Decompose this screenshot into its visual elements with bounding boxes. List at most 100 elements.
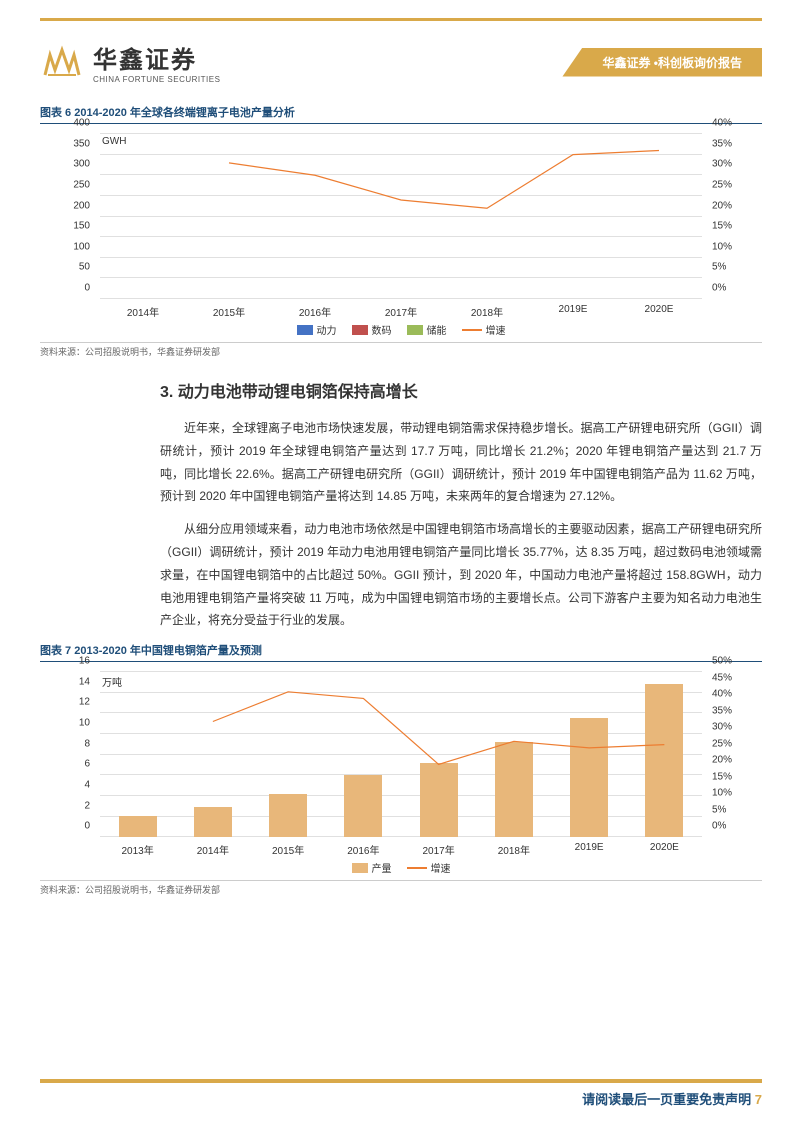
legend-item-storage: 储能 [407, 322, 447, 337]
bar-slot [358, 134, 444, 299]
section-title: 3. 动力电池带动锂电铜箔保持高增长 [160, 378, 762, 402]
footer-disclaimer: 请阅读最后一页重要免责声明 [582, 1092, 751, 1107]
legend-line-swatch [462, 329, 482, 331]
x-label: 2018年 [476, 842, 551, 857]
x-label: 2019E [530, 304, 616, 319]
footer-line [40, 1079, 762, 1083]
paragraph-2: 从细分应用领域来看，动力电池市场依然是中国锂电铜箔市场高增长的主要驱动因素，据高… [160, 518, 762, 632]
y-tick-left: 10 [79, 718, 90, 729]
x-label: 2014年 [175, 842, 250, 857]
y-tick-left: 150 [73, 221, 90, 232]
legend-label: 动力 [317, 322, 337, 337]
y-tick-left: 2 [84, 800, 90, 811]
y-tick-left: 16 [79, 656, 90, 667]
bar [645, 684, 683, 838]
bar-slot [186, 134, 272, 299]
x-label: 2016年 [326, 842, 401, 857]
x-label: 2019E [552, 842, 627, 857]
paragraph-1: 近年来，全球锂离子电池市场快速发展，带动锂电铜箔需求保持稳步增长。据高工产研锂电… [160, 417, 762, 508]
legend-item-line: 增速 [462, 322, 506, 337]
y-tick-right: 50% [712, 656, 732, 667]
chart2-source: 资料来源：公司招股说明书，华鑫证券研发部 [40, 880, 762, 896]
chart1-legend: 动力 数码 储能增速 [40, 322, 762, 337]
y-tick-right: 15% [712, 221, 732, 232]
bar [570, 718, 608, 838]
x-label: 2020E [627, 842, 702, 857]
bar [495, 742, 533, 837]
y-tick-left: 350 [73, 138, 90, 149]
chart1: 050100150200250300350400 0%5%10%15%20%25… [40, 129, 762, 339]
legend-label: 数码 [372, 322, 392, 337]
y-tick-right: 15% [712, 771, 732, 782]
legend-label: 产量 [372, 860, 392, 875]
y-tick-right: 40% [712, 689, 732, 700]
y-tick-left: 50 [79, 262, 90, 273]
x-label: 2015年 [251, 842, 326, 857]
bar-slot [100, 672, 175, 837]
bar-slot [530, 134, 616, 299]
legend-swatch [297, 325, 313, 335]
logo-sub-text: CHINA FORTUNE SECURITIES [93, 75, 220, 84]
x-label: 2017年 [358, 304, 444, 319]
y-tick-right: 5% [712, 262, 726, 273]
report-banner: 华鑫证券 •科创板询价报告 [562, 48, 762, 77]
legend-swatch [352, 325, 368, 335]
y-tick-right: 40% [712, 118, 732, 129]
x-label: 2018年 [444, 304, 530, 319]
footer-text: 请阅读最后一页重要免责声明 7 [582, 1089, 762, 1108]
y-tick-right: 0% [712, 821, 726, 832]
chart2-title: 图表 7 2013-2020 年中国锂电铜箔产量及预测 [40, 642, 762, 662]
legend-line-swatch [407, 867, 427, 869]
x-label: 2020E [616, 304, 702, 319]
page-header: 华鑫证券 CHINA FORTUNE SECURITIES 华鑫证券 •科创板询… [40, 40, 762, 84]
bar [194, 807, 232, 837]
y-tick-left: 400 [73, 118, 90, 129]
bar-slot [251, 672, 326, 837]
y-tick-right: 5% [712, 804, 726, 815]
top-border [40, 18, 762, 21]
y-tick-left: 100 [73, 241, 90, 252]
y-tick-left: 6 [84, 759, 90, 770]
y-tick-right: 10% [712, 788, 732, 799]
bar [269, 794, 307, 837]
logo: 华鑫证券 CHINA FORTUNE SECURITIES [40, 40, 220, 84]
bar-slot [444, 134, 530, 299]
bar-slot [616, 134, 702, 299]
bar-slot [175, 672, 250, 837]
bar-slot [552, 672, 627, 837]
bar-slot [401, 672, 476, 837]
bar [420, 763, 458, 837]
y-tick-left: 8 [84, 738, 90, 749]
y-tick-right: 25% [712, 179, 732, 190]
y-tick-left: 12 [79, 697, 90, 708]
y-tick-right: 20% [712, 755, 732, 766]
y-tick-right: 30% [712, 159, 732, 170]
chart1-title: 图表 6 2014-2020 年全球各终端锂离子电池产量分析 [40, 104, 762, 124]
bar-slot [627, 672, 702, 837]
y-tick-left: 200 [73, 200, 90, 211]
y-tick-right: 0% [712, 283, 726, 294]
y-tick-right: 35% [712, 705, 732, 716]
y-tick-right: 45% [712, 672, 732, 683]
legend-swatch [407, 325, 423, 335]
legend-item-power: 动力 [297, 322, 337, 337]
bar-slot [272, 134, 358, 299]
legend-label: 增速 [431, 860, 451, 875]
x-label: 2013年 [100, 842, 175, 857]
page-number: 7 [755, 1092, 762, 1107]
bar-slot [326, 672, 401, 837]
y-tick-left: 4 [84, 779, 90, 790]
logo-main-text: 华鑫证券 [93, 40, 220, 75]
chart2: 0246810121416 0%5%10%15%20%25%30%35%40%4… [40, 667, 762, 877]
legend-swatch [352, 863, 368, 873]
y-tick-right: 10% [712, 241, 732, 252]
chart2-legend: 产量 增速 [40, 860, 762, 875]
bar-slot [476, 672, 551, 837]
legend-item-bar: 产量 [352, 860, 392, 875]
legend-label: 储能 [427, 322, 447, 337]
x-label: 2015年 [186, 304, 272, 319]
y-tick-right: 30% [712, 722, 732, 733]
legend-item-digital: 数码 [352, 322, 392, 337]
legend-item-line: 增速 [407, 860, 451, 875]
y-tick-right: 25% [712, 738, 732, 749]
